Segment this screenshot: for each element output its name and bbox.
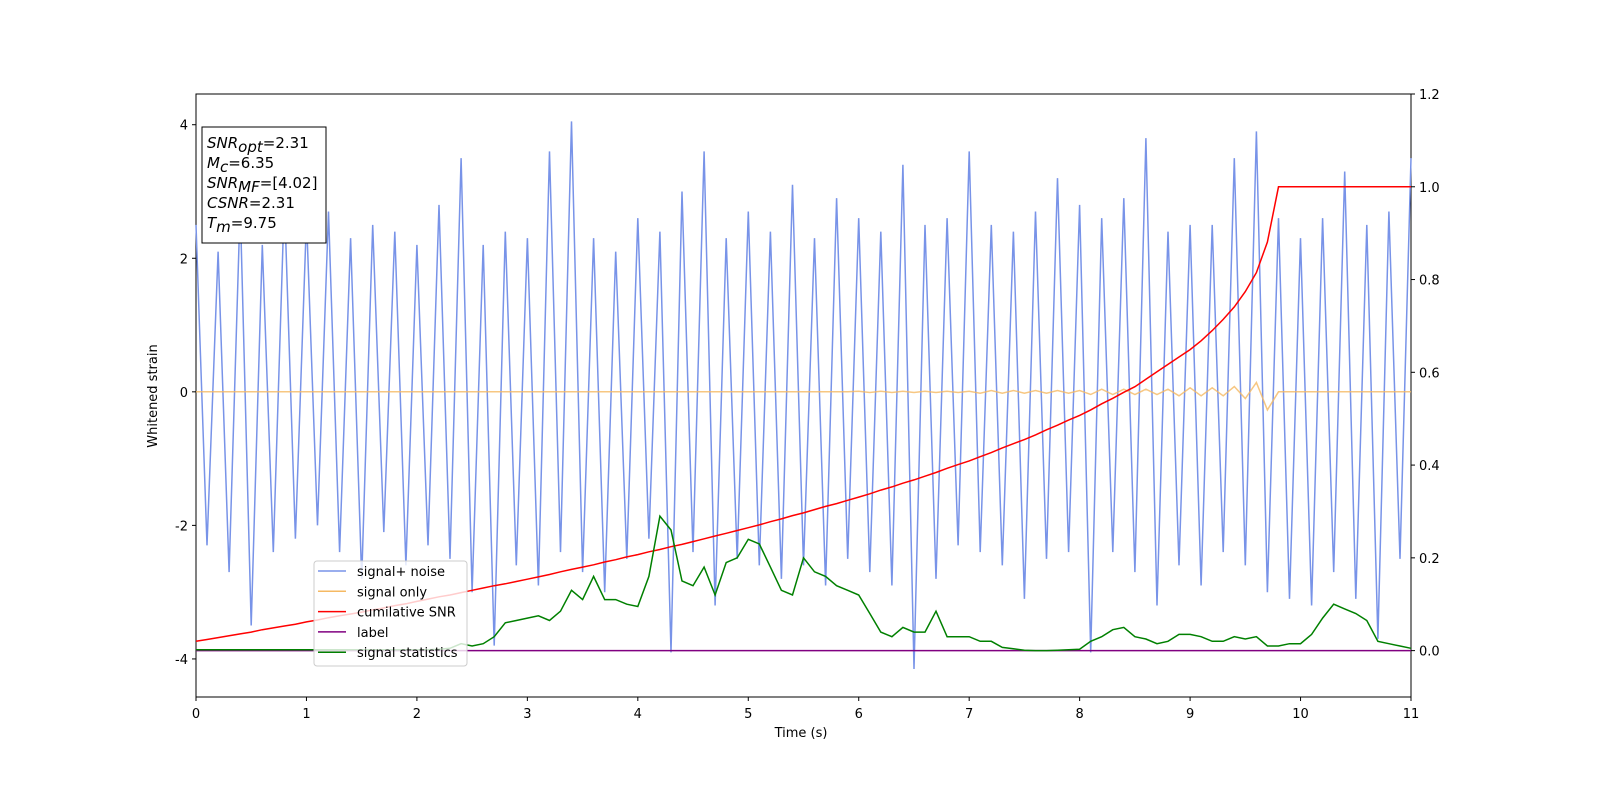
x-tick-label: 3: [523, 707, 531, 722]
x-tick-label: 4: [634, 707, 642, 722]
x-tick-label: 10: [1292, 707, 1309, 722]
x-tick-label: 11: [1403, 707, 1420, 722]
y2-tick-label: 0.6: [1419, 366, 1440, 381]
x-tick-label: 9: [1186, 707, 1194, 722]
annotation-subscript: c: [220, 158, 229, 176]
annotation-line: SNRMF=[4.02]: [207, 174, 317, 196]
y-tick-label: -2: [175, 519, 188, 534]
y-tick-label: 4: [180, 119, 188, 134]
annotation-frame: [201, 126, 327, 244]
annotation-value: =[4.02]: [260, 174, 318, 192]
annotation-value: =2.31: [263, 134, 309, 152]
x-tick-label: 7: [965, 707, 973, 722]
series-line: [195, 121, 1412, 670]
legend-label: signal+ noise: [357, 565, 445, 580]
annotation-line: Mc=6.35: [207, 154, 274, 176]
y2-tick-label: 0.4: [1419, 459, 1440, 474]
legend-label: signal statistics: [357, 646, 458, 661]
x-axis-label: Time (s): [774, 726, 828, 741]
annotation-line: CSNR=2.31: [207, 194, 295, 212]
x-tick-label: 0: [192, 707, 200, 722]
annotation-value: =9.75: [231, 214, 277, 232]
y2-tick-label: 1.0: [1419, 181, 1440, 196]
legend: signal+ noise signal only cumilative SNR la…: [313, 560, 468, 667]
annotation-symbol: CSNR: [207, 194, 249, 212]
legend-label: cumilative SNR: [357, 606, 456, 621]
series-line: [196, 380, 1411, 412]
x-tick-label: 5: [744, 707, 752, 722]
y2-tick-label: 0.2: [1419, 552, 1440, 567]
annotation-symbol: SNR: [207, 134, 238, 152]
annotation-symbol: M: [207, 154, 220, 172]
x-tick-label: 6: [855, 707, 863, 722]
x-tick-label: 1: [302, 707, 310, 722]
annotation-subscript: m: [216, 218, 231, 236]
legend-frame: [313, 560, 468, 667]
annotation-subscript: MF: [238, 178, 260, 196]
annotation-value: =2.31: [249, 194, 295, 212]
y-tick-label: -4: [175, 653, 188, 668]
annotation-box: SNRopt=2.31Mc=6.35SNRMF=[4.02]CSNR=2.31T…: [201, 126, 327, 244]
y2-tick-label: 1.2: [1419, 88, 1440, 103]
plot-frame: [195, 93, 1412, 698]
y2-tick-label: 0.0: [1419, 645, 1440, 660]
annotation-value: =6.35: [228, 154, 274, 172]
annotation-symbol: T: [207, 214, 218, 232]
legend-label: signal only: [357, 585, 427, 600]
annotation-subscript: opt: [238, 138, 264, 156]
y-tick-label: 2: [180, 252, 188, 267]
y-tick-label: 0: [180, 386, 188, 401]
x-tick-label: 8: [1075, 707, 1083, 722]
y-axis-label: Whitened strain: [146, 344, 161, 447]
annotation-line: SNRopt=2.31: [207, 134, 309, 156]
x-tick-label: 2: [413, 707, 421, 722]
annotation-line: Tm=9.75: [207, 214, 277, 236]
annotation-symbol: SNR: [207, 174, 238, 192]
legend-label: label: [357, 626, 388, 641]
y2-tick-label: 0.8: [1419, 274, 1440, 289]
